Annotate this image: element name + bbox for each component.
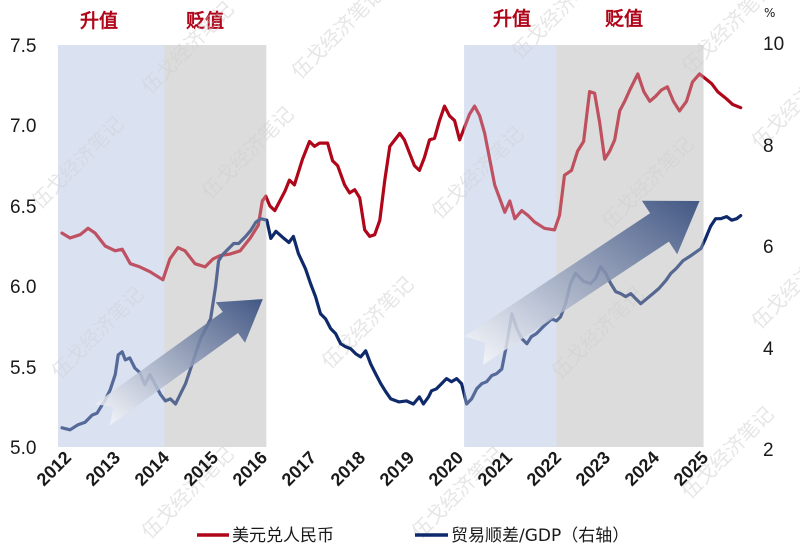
watermark-text: 伍戈经济笔记	[287, 0, 389, 84]
left-tick: 6.0	[10, 277, 36, 298]
x-tick: 2018	[327, 447, 369, 489]
legend-label-usd-cny: 美元兑人民币	[232, 526, 334, 546]
left-axis: 7.5 7.0 6.5 6.0 5.5 5.0	[10, 36, 36, 459]
right-axis: % 10 8 6 4 2	[763, 6, 784, 461]
trend-arrow-icon	[94, 299, 263, 426]
x-tick: 2014	[131, 447, 173, 489]
left-tick: 7.5	[10, 36, 36, 57]
x-tick: 2016	[229, 447, 271, 489]
right-axis-unit: %	[764, 6, 775, 20]
legend: 美元兑人民币 贸易顺差/GDP（右轴）	[197, 526, 629, 546]
left-tick: 5.5	[10, 358, 36, 379]
right-tick: 4	[763, 339, 774, 360]
right-tick: 2	[763, 440, 774, 461]
band-label-appreciation-1: 升值	[80, 9, 118, 32]
x-axis: 2012 2013 2014 2015 2016 2017 2018 2019 …	[33, 447, 712, 489]
band-label-depreciation-2: 贬值	[605, 7, 643, 30]
trend-arrow-icon	[464, 200, 700, 365]
trend-arrows	[94, 200, 700, 426]
usd-cny-line	[60, 72, 743, 282]
band-label-appreciation-2: 升值	[493, 7, 531, 30]
right-tick: 10	[763, 34, 784, 55]
x-tick: 2017	[278, 447, 320, 489]
x-tick: 2024	[621, 447, 663, 489]
depreciation-band	[164, 45, 267, 447]
left-tick: 6.5	[10, 197, 36, 218]
band-label-depreciation-1: 贬值	[186, 9, 224, 32]
legend-label-trade-gdp: 贸易顺差/GDP（右轴）	[451, 526, 629, 546]
left-tick: 5.0	[10, 438, 36, 459]
left-tick: 7.0	[10, 116, 36, 137]
x-tick: 2019	[376, 447, 418, 489]
x-tick: 2023	[572, 447, 614, 489]
right-tick: 6	[763, 237, 774, 258]
x-tick: 2022	[523, 447, 565, 489]
x-tick: 2013	[82, 447, 124, 489]
trade-gdp-line	[60, 214, 743, 432]
x-tick: 2012	[33, 447, 75, 489]
right-tick: 8	[763, 136, 774, 157]
